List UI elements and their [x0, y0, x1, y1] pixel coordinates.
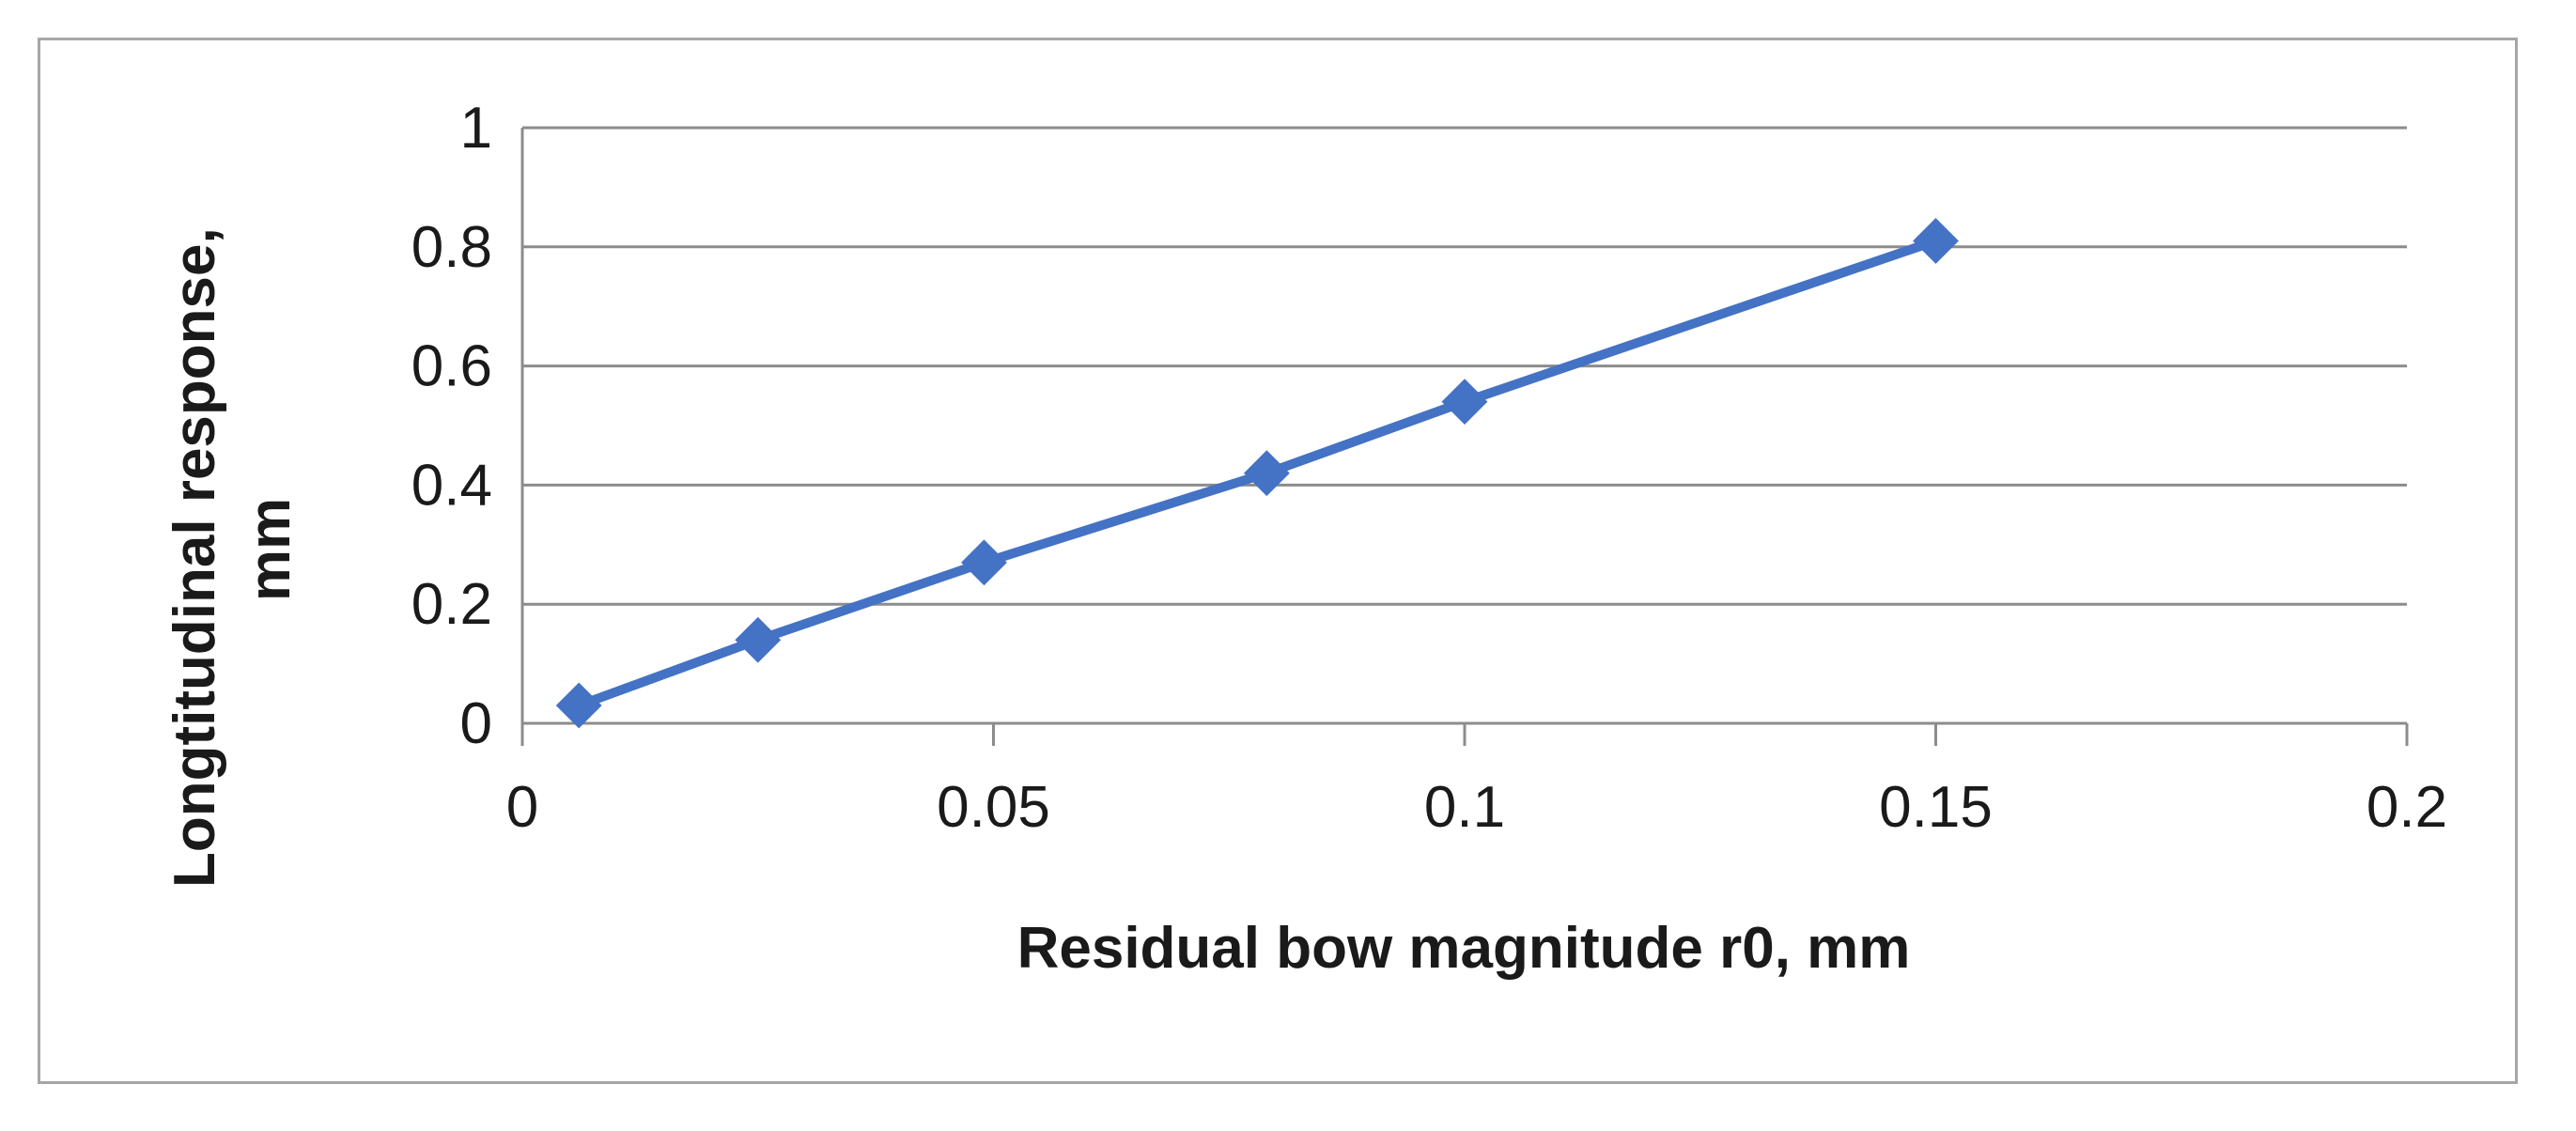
- x-tick-labels: 0 0.05 0.1 0.15 0.2: [506, 775, 2447, 840]
- chart-frame: [38, 38, 2518, 1084]
- x-tick-label-4: 0.2: [2367, 775, 2447, 840]
- y-axis-title-line-1: Longtitudinal response,: [163, 227, 227, 888]
- series-line-0: [574, 236, 1941, 710]
- x-axis-title: Residual bow magnitude r0, mm: [1017, 916, 1911, 981]
- x-tick-label-1: 0.05: [937, 775, 1050, 840]
- data-point-0-0: [555, 682, 602, 729]
- series-group: [555, 218, 1959, 729]
- y-tick-labels: 0 0.2 0.4 0.6 0.8 1: [411, 96, 492, 756]
- x-tick-label-0: 0: [506, 775, 538, 840]
- y-tick-label-3: 0.6: [411, 334, 492, 399]
- x-tick-label-3: 0.15: [1879, 775, 1993, 840]
- axes: [520, 128, 2409, 746]
- gridlines: [522, 126, 2407, 606]
- y-tick-label-5: 1: [460, 96, 492, 161]
- data-point-0-2: [961, 539, 1007, 586]
- y-tick-label-1: 0.2: [411, 572, 492, 637]
- y-tick-label-4: 0.8: [411, 215, 492, 280]
- data-point-0-4: [1441, 379, 1488, 426]
- y-axis-title: Longtitudinal response, mm: [163, 211, 303, 888]
- x-tick-label-2: 0.1: [1424, 775, 1505, 840]
- data-point-0-3: [1243, 450, 1290, 497]
- data-point-0-1: [735, 616, 782, 663]
- y-tick-label-2: 0.4: [411, 453, 492, 518]
- data-point-0-5: [1913, 218, 1959, 264]
- y-axis-title-line-2: mm: [238, 498, 303, 601]
- y-tick-label-0: 0: [460, 691, 492, 756]
